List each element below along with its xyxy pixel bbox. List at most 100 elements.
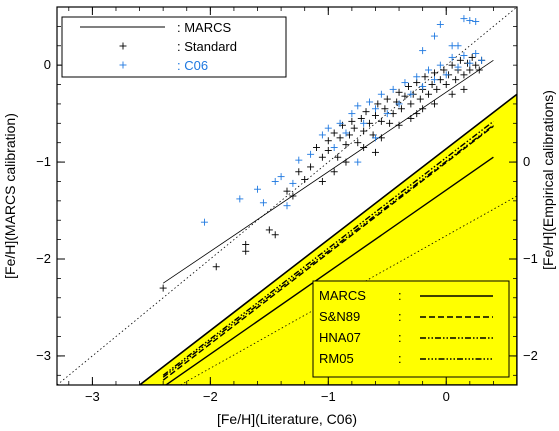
- point-standard-15: [330, 129, 338, 137]
- point-standard-29: [371, 112, 379, 120]
- point-standard-9: [301, 176, 309, 184]
- lower-legend-sep-sn89: :: [398, 309, 402, 324]
- point-c06-21: [389, 85, 397, 93]
- point-standard-14: [324, 146, 332, 154]
- point-c06-26: [419, 82, 427, 90]
- point-standard-27: [366, 119, 374, 127]
- point-standard-21: [348, 117, 356, 125]
- y-axis-label-left: [Fe/H](MARCS calibration): [2, 113, 18, 279]
- point-standard-13: [324, 137, 332, 145]
- empirical-line-sn89: [162, 125, 494, 381]
- point-standard-51: [436, 76, 444, 84]
- point-standard-75: [377, 134, 385, 142]
- point-standard-63: [472, 61, 480, 69]
- y-tick-label-left-1: −2: [36, 251, 51, 266]
- point-standard-55: [448, 61, 456, 69]
- point-standard-25: [360, 127, 368, 135]
- y-tick-label-right-1: −1: [523, 251, 538, 266]
- point-standard-24: [357, 114, 365, 122]
- legend-standard-plus: [119, 42, 127, 50]
- point-standard-49: [430, 69, 438, 77]
- point-standard-62: [468, 53, 476, 61]
- point-c06-44: [283, 202, 291, 210]
- point-c06-42: [454, 42, 462, 50]
- reference-lines-layer: [57, 7, 517, 385]
- point-standard-39: [401, 92, 409, 100]
- point-c06-43: [419, 47, 427, 55]
- point-standard-76: [413, 110, 421, 118]
- point-standard-71: [448, 90, 456, 98]
- point-standard-6: [283, 187, 291, 195]
- point-standard-41: [407, 100, 415, 108]
- point-c06-11: [330, 144, 338, 152]
- lower-legend-sep-marcs: :: [398, 288, 402, 303]
- point-standard-23: [354, 139, 362, 147]
- legend-c06-plus: [119, 61, 127, 69]
- point-standard-32: [381, 105, 389, 113]
- point-standard-35: [389, 110, 397, 118]
- lower-legend-box: [312, 280, 510, 378]
- point-standard-30: [374, 100, 382, 108]
- point-standard-12: [318, 153, 326, 161]
- y-axis-label-right: [Fe/H](Empirical calibrations): [540, 90, 556, 270]
- point-c06-5: [277, 173, 285, 181]
- x-tick-label-0: −3: [85, 389, 100, 404]
- point-c06-41: [472, 18, 480, 26]
- y-tick-label-right-0: −2: [523, 348, 538, 363]
- x-tick-label-3: 0: [443, 389, 450, 404]
- point-standard-2: [242, 240, 250, 248]
- point-c06-36: [478, 56, 486, 64]
- point-c06-0: [200, 218, 208, 226]
- plot-frame: [56, 6, 518, 386]
- lower-legend-sep-rm05: :: [398, 351, 402, 366]
- upper-legend-c06-label: : C06: [177, 58, 208, 73]
- point-c06-25: [413, 73, 421, 81]
- point-standard-22: [350, 124, 358, 132]
- lower-legend-label-hna07: HNA07: [319, 330, 361, 345]
- point-standard-10: [307, 163, 315, 171]
- point-standard-68: [395, 121, 403, 129]
- point-c06-40: [466, 17, 474, 25]
- point-c06-22: [395, 100, 403, 108]
- point-c06-9: [318, 131, 326, 139]
- upper-legend-box: [61, 16, 287, 78]
- point-standard-26: [362, 108, 370, 116]
- y-tick-label-left-0: −3: [36, 348, 51, 363]
- point-standard-70: [419, 105, 427, 113]
- point-c06-29: [436, 61, 444, 69]
- point-standard-59: [460, 71, 468, 79]
- point-standard-66: [371, 148, 379, 156]
- y-tick-label-left-3: 0: [44, 57, 51, 72]
- point-c06-19: [377, 90, 385, 98]
- point-c06-37: [430, 32, 438, 40]
- point-standard-72: [318, 177, 326, 185]
- point-standard-16: [334, 153, 342, 161]
- point-c06-30: [442, 71, 450, 79]
- point-standard-8: [295, 168, 303, 176]
- point-standard-44: [416, 95, 424, 103]
- empirical-line-marcs: [164, 156, 494, 385]
- x-tick-label-1: −2: [203, 389, 218, 404]
- point-c06-39: [460, 15, 468, 23]
- point-standard-48: [428, 81, 436, 89]
- point-c06-23: [401, 79, 409, 87]
- lower-legend-label-marcs: MARCS: [319, 288, 366, 303]
- point-c06-4: [271, 177, 279, 185]
- point-standard-52: [440, 66, 448, 74]
- point-standard-17: [336, 134, 344, 142]
- point-standard-20: [346, 131, 354, 139]
- point-standard-19: [342, 141, 350, 149]
- point-standard-50: [433, 85, 441, 93]
- upper-legend-marcs-label: : MARCS: [177, 20, 232, 35]
- point-standard-31: [377, 117, 385, 125]
- point-c06-6: [289, 179, 297, 187]
- point-c06-46: [371, 134, 379, 142]
- point-c06-24: [407, 90, 415, 98]
- marcs-fit-line: [162, 59, 494, 284]
- point-c06-45: [354, 158, 362, 166]
- x-tick-label-2: −1: [321, 389, 336, 404]
- point-standard-56: [452, 76, 460, 84]
- point-c06-8: [307, 150, 315, 158]
- point-standard-0: [159, 284, 167, 292]
